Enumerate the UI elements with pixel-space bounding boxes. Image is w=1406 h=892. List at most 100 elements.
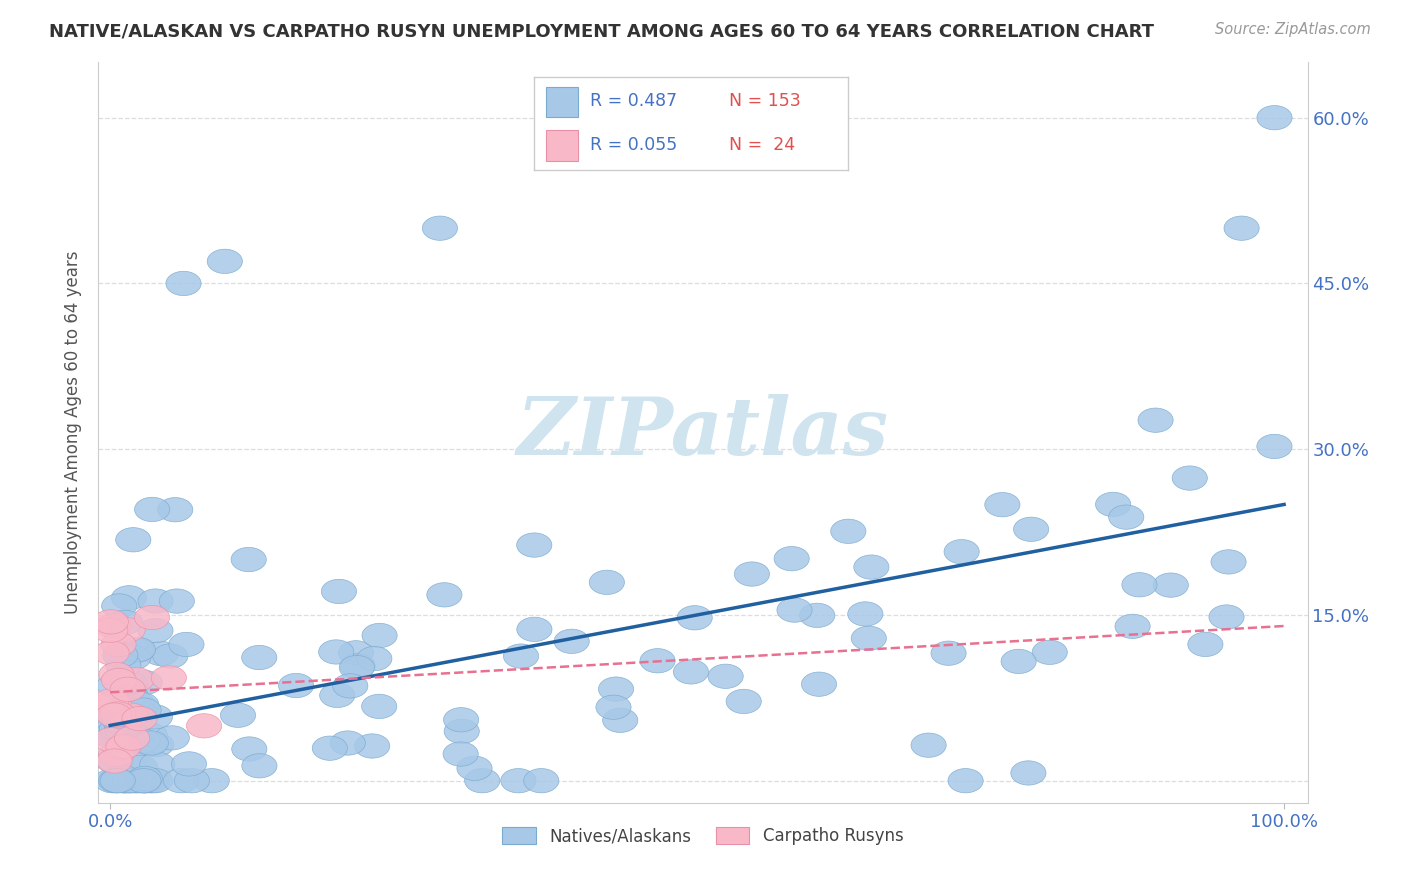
Ellipse shape — [464, 769, 499, 793]
Ellipse shape — [221, 703, 256, 727]
Ellipse shape — [725, 690, 761, 714]
Ellipse shape — [121, 705, 156, 729]
Ellipse shape — [124, 769, 159, 793]
Ellipse shape — [127, 671, 162, 695]
Ellipse shape — [501, 769, 536, 793]
Ellipse shape — [110, 690, 145, 714]
Ellipse shape — [94, 728, 129, 752]
Ellipse shape — [357, 647, 392, 671]
Ellipse shape — [153, 644, 188, 668]
Ellipse shape — [115, 646, 150, 670]
Ellipse shape — [112, 748, 148, 773]
Y-axis label: Unemployment Among Ages 60 to 64 years: Unemployment Among Ages 60 to 64 years — [65, 251, 83, 615]
Ellipse shape — [112, 683, 148, 707]
Ellipse shape — [278, 673, 314, 698]
Ellipse shape — [361, 624, 396, 648]
Ellipse shape — [132, 731, 167, 756]
Ellipse shape — [111, 586, 146, 610]
Ellipse shape — [1115, 615, 1150, 639]
Ellipse shape — [112, 769, 148, 793]
Ellipse shape — [589, 570, 624, 594]
Ellipse shape — [640, 648, 675, 673]
Ellipse shape — [96, 748, 131, 772]
Ellipse shape — [422, 216, 457, 240]
Ellipse shape — [135, 606, 170, 630]
Ellipse shape — [118, 728, 153, 753]
Ellipse shape — [1153, 573, 1188, 598]
Ellipse shape — [138, 618, 173, 643]
Ellipse shape — [207, 249, 242, 274]
Ellipse shape — [96, 716, 131, 740]
Ellipse shape — [101, 594, 136, 618]
Ellipse shape — [115, 527, 150, 552]
Ellipse shape — [361, 694, 396, 719]
Ellipse shape — [354, 734, 389, 758]
Ellipse shape — [107, 713, 142, 737]
Ellipse shape — [166, 271, 201, 295]
Text: ZIPatlas: ZIPatlas — [517, 394, 889, 471]
Ellipse shape — [122, 706, 157, 731]
Ellipse shape — [516, 533, 553, 558]
Ellipse shape — [1137, 408, 1173, 433]
Ellipse shape — [111, 769, 146, 793]
Ellipse shape — [1011, 761, 1046, 785]
Ellipse shape — [1109, 505, 1144, 529]
Ellipse shape — [319, 640, 354, 665]
Ellipse shape — [100, 702, 135, 726]
Ellipse shape — [159, 589, 194, 613]
Ellipse shape — [127, 766, 162, 790]
Ellipse shape — [93, 618, 128, 642]
Ellipse shape — [443, 707, 478, 732]
Ellipse shape — [1032, 640, 1067, 665]
Ellipse shape — [911, 733, 946, 757]
Text: NATIVE/ALASKAN VS CARPATHO RUSYN UNEMPLOYMENT AMONG AGES 60 TO 64 YEARS CORRELAT: NATIVE/ALASKAN VS CARPATHO RUSYN UNEMPLO… — [49, 22, 1154, 40]
Ellipse shape — [242, 646, 277, 670]
Ellipse shape — [143, 641, 179, 665]
Ellipse shape — [101, 739, 136, 764]
Ellipse shape — [831, 519, 866, 543]
Ellipse shape — [96, 690, 131, 715]
Ellipse shape — [118, 667, 155, 692]
Ellipse shape — [603, 708, 638, 732]
Ellipse shape — [312, 736, 347, 760]
Ellipse shape — [98, 724, 134, 748]
Ellipse shape — [322, 579, 357, 604]
Ellipse shape — [1257, 434, 1292, 458]
Ellipse shape — [105, 769, 141, 793]
Ellipse shape — [100, 769, 135, 793]
Ellipse shape — [125, 729, 160, 753]
Ellipse shape — [97, 701, 132, 726]
Ellipse shape — [118, 769, 153, 793]
Ellipse shape — [232, 737, 267, 761]
Ellipse shape — [1001, 649, 1036, 673]
Ellipse shape — [138, 705, 173, 729]
Ellipse shape — [330, 731, 366, 756]
Ellipse shape — [169, 632, 204, 657]
Ellipse shape — [93, 723, 128, 747]
Ellipse shape — [124, 692, 159, 716]
Ellipse shape — [104, 717, 139, 741]
Ellipse shape — [122, 756, 157, 780]
Ellipse shape — [105, 765, 141, 789]
Ellipse shape — [851, 626, 886, 650]
Ellipse shape — [98, 769, 134, 793]
Ellipse shape — [98, 663, 134, 687]
Ellipse shape — [121, 769, 156, 793]
Ellipse shape — [801, 672, 837, 697]
Ellipse shape — [709, 665, 744, 689]
Ellipse shape — [110, 677, 145, 701]
Ellipse shape — [112, 674, 148, 699]
Ellipse shape — [155, 726, 190, 750]
Ellipse shape — [339, 656, 374, 680]
Ellipse shape — [93, 610, 128, 634]
Ellipse shape — [1014, 517, 1049, 541]
Ellipse shape — [1095, 492, 1130, 516]
Ellipse shape — [1257, 105, 1292, 130]
Ellipse shape — [135, 497, 170, 522]
Ellipse shape — [105, 735, 141, 759]
Ellipse shape — [128, 769, 163, 793]
Ellipse shape — [111, 729, 146, 754]
Ellipse shape — [101, 632, 136, 657]
Ellipse shape — [139, 732, 174, 756]
Ellipse shape — [97, 748, 132, 773]
